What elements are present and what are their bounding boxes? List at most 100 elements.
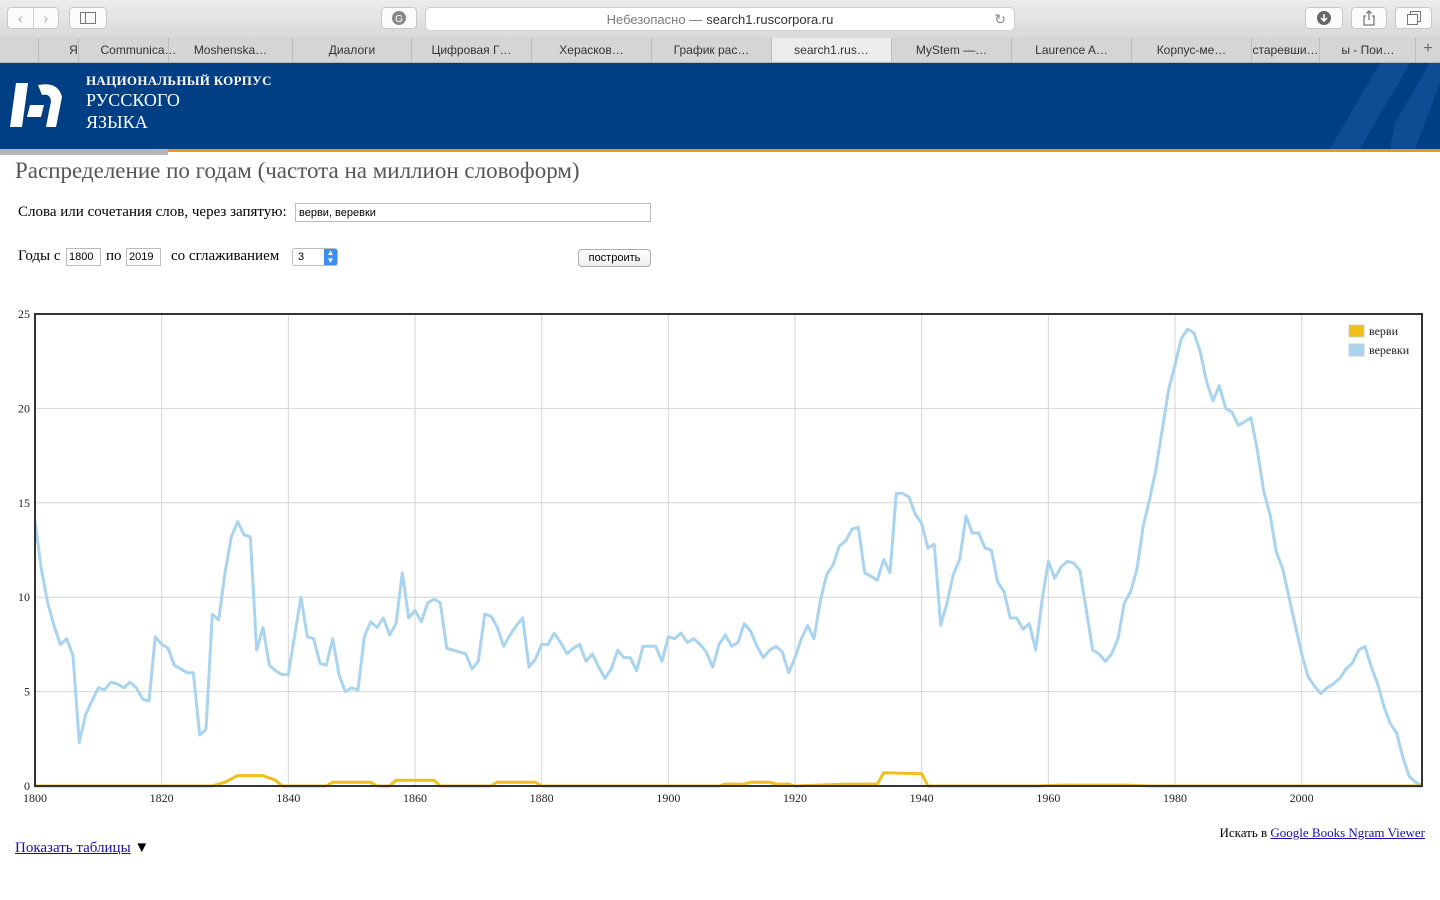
tab[interactable]: Moshenska… xyxy=(168,38,292,62)
new-tab-icon[interactable]: + xyxy=(1415,38,1440,62)
year-to-input[interactable] xyxy=(126,248,161,266)
extension-button[interactable]: G xyxy=(381,7,417,29)
tab-label: Communica… xyxy=(100,43,177,57)
reload-icon[interactable]: ↻ xyxy=(994,11,1006,27)
tab-label: Я xyxy=(69,43,78,57)
ngram-prefix: Искать в xyxy=(1219,825,1268,840)
ngram-search: Искать в Google Books Ngram Viewer xyxy=(1219,825,1425,841)
smoothing-value: 3 xyxy=(298,251,305,263)
years-row: Годы с xyxy=(18,248,61,265)
security-warning: Небезопасно — xyxy=(606,11,703,27)
tab[interactable]: Херасков… xyxy=(531,38,651,62)
tab[interactable]: График рас… xyxy=(651,38,771,62)
corpus-logo[interactable] xyxy=(8,75,68,135)
tab[interactable]: Цифровая Г… xyxy=(411,38,531,62)
plot-frame xyxy=(34,313,1423,787)
smoothing-label: со сглаживанием xyxy=(171,248,280,264)
x-tick-label: 1800 xyxy=(23,791,47,805)
site-header: НАЦИОНАЛЬНЫЙ КОРПУС РУССКОГО ЯЗЫКА xyxy=(0,63,1440,149)
chart-legend: верви веревки xyxy=(1348,324,1410,357)
ngram-link[interactable]: Google Books Ngram Viewer xyxy=(1270,825,1425,840)
x-tick-label: 1960 xyxy=(1036,791,1060,805)
legend-label: веревки xyxy=(1369,343,1410,357)
tab[interactable]: Корпус-ме… xyxy=(1131,38,1251,62)
legend-swatch xyxy=(1348,324,1365,338)
sidebar-icon xyxy=(80,12,96,24)
grammarly-icon: G xyxy=(392,11,406,25)
logo-line1: НАЦИОНАЛЬНЫЙ КОРПУС xyxy=(86,73,272,88)
select-arrows-icon: ▲ ▼ xyxy=(324,249,337,265)
tab-label: График рас… xyxy=(673,43,750,57)
tab-label: Laurence A… xyxy=(1035,43,1108,57)
tab[interactable]: MyStem —… xyxy=(891,38,1011,62)
legend-swatch xyxy=(1348,343,1365,357)
tab-label: Корпус-ме… xyxy=(1156,43,1227,57)
logo-line2: РУССКОГО xyxy=(86,90,180,110)
expand-arrow-icon[interactable]: ▼ xyxy=(134,840,150,856)
x-tick-label: 1900 xyxy=(656,791,680,805)
address-bar[interactable]: Небезопасно — search1.ruscorpora.ru ↻ xyxy=(425,7,1015,31)
browser-toolbar: ‹ › G Небезопасно — search1.ruscorpora.r… xyxy=(0,0,1440,39)
tab[interactable]: Laurence A… xyxy=(1011,38,1131,62)
y-tick-label: 25 xyxy=(18,307,30,321)
back-icon[interactable]: ‹ xyxy=(8,8,34,28)
download-icon xyxy=(1317,11,1331,25)
chart-grid xyxy=(34,313,1422,787)
tab-label: Цифровая Г… xyxy=(431,43,512,57)
nav-buttons: ‹ › xyxy=(7,7,59,29)
tab[interactable]: Диалоги xyxy=(292,38,411,62)
forward-icon[interactable]: › xyxy=(43,10,49,26)
tab-label: старевши… xyxy=(1252,43,1319,57)
tabs-icon xyxy=(1406,11,1421,25)
x-tick-label: 2000 xyxy=(1290,791,1314,805)
x-tick-label: 1860 xyxy=(403,791,427,805)
logo-line3: ЯЗЫКА xyxy=(86,112,148,132)
tab-label: search1.rus… xyxy=(794,43,869,57)
y-tick-label: 0 xyxy=(24,779,30,793)
series-line-0 xyxy=(35,771,1422,788)
legend-label: верви xyxy=(1369,324,1399,338)
tab[interactable]: ы - Пои… xyxy=(1319,38,1416,62)
series-line-1 xyxy=(33,327,1423,788)
sidebar-toggle-button[interactable] xyxy=(69,7,107,29)
tabs-overview-button[interactable] xyxy=(1395,7,1432,29)
x-tick-label: 1840 xyxy=(276,791,300,805)
to-label: по xyxy=(106,248,122,264)
tab-bar: Я Communica… Moshenska… Диалоги Цифровая… xyxy=(0,38,1440,63)
page-title: Распределение по годам (частота на милли… xyxy=(15,158,580,183)
tab-label: Херасков… xyxy=(559,43,624,57)
tab[interactable]: старевши… xyxy=(1251,38,1319,62)
x-tick-label: 1880 xyxy=(530,791,554,805)
y-tick-label: 10 xyxy=(18,590,30,604)
header-stripe xyxy=(0,149,1440,152)
tab-label: Moshenska… xyxy=(193,43,268,57)
downloads-button[interactable] xyxy=(1305,7,1343,29)
svg-text:G: G xyxy=(395,14,403,25)
share-icon xyxy=(1363,10,1375,26)
x-tick-label: 1820 xyxy=(150,791,174,805)
x-tick-label: 1940 xyxy=(910,791,934,805)
x-tick-label: 1920 xyxy=(783,791,807,805)
tab[interactable]: Я xyxy=(38,38,78,62)
tab-pinned[interactable] xyxy=(0,38,18,62)
build-button[interactable]: построить xyxy=(578,249,651,267)
y-tick-label: 5 xyxy=(24,685,30,699)
tab-active[interactable]: search1.rus… xyxy=(771,38,891,62)
years-label: Годы с xyxy=(18,248,61,264)
share-button[interactable] xyxy=(1351,7,1387,29)
smoothing-select[interactable]: 3 ▲ ▼ xyxy=(292,248,338,266)
words-input[interactable] xyxy=(295,203,651,222)
show-tables: Показать таблицы ▼ xyxy=(15,840,149,857)
x-tick-labels: 1800 1820 1840 1860 1880 1900 1920 1940 1960 1980… xyxy=(23,791,1314,805)
tab-label: MyStem —… xyxy=(915,43,988,57)
header-decoration xyxy=(1330,63,1440,149)
logo-text: НАЦИОНАЛЬНЫЙ КОРПУС РУССКОГО ЯЗЫКА xyxy=(86,73,272,133)
y-tick-label: 15 xyxy=(18,496,30,510)
show-tables-link[interactable]: Показать таблицы xyxy=(15,840,131,856)
year-from-input[interactable] xyxy=(66,248,101,266)
x-tick-label: 1980 xyxy=(1163,791,1187,805)
y-tick-label: 20 xyxy=(18,401,30,415)
y-tick-labels: 0 5 10 15 20 25 xyxy=(18,307,30,793)
tab[interactable]: Communica… xyxy=(78,38,198,62)
